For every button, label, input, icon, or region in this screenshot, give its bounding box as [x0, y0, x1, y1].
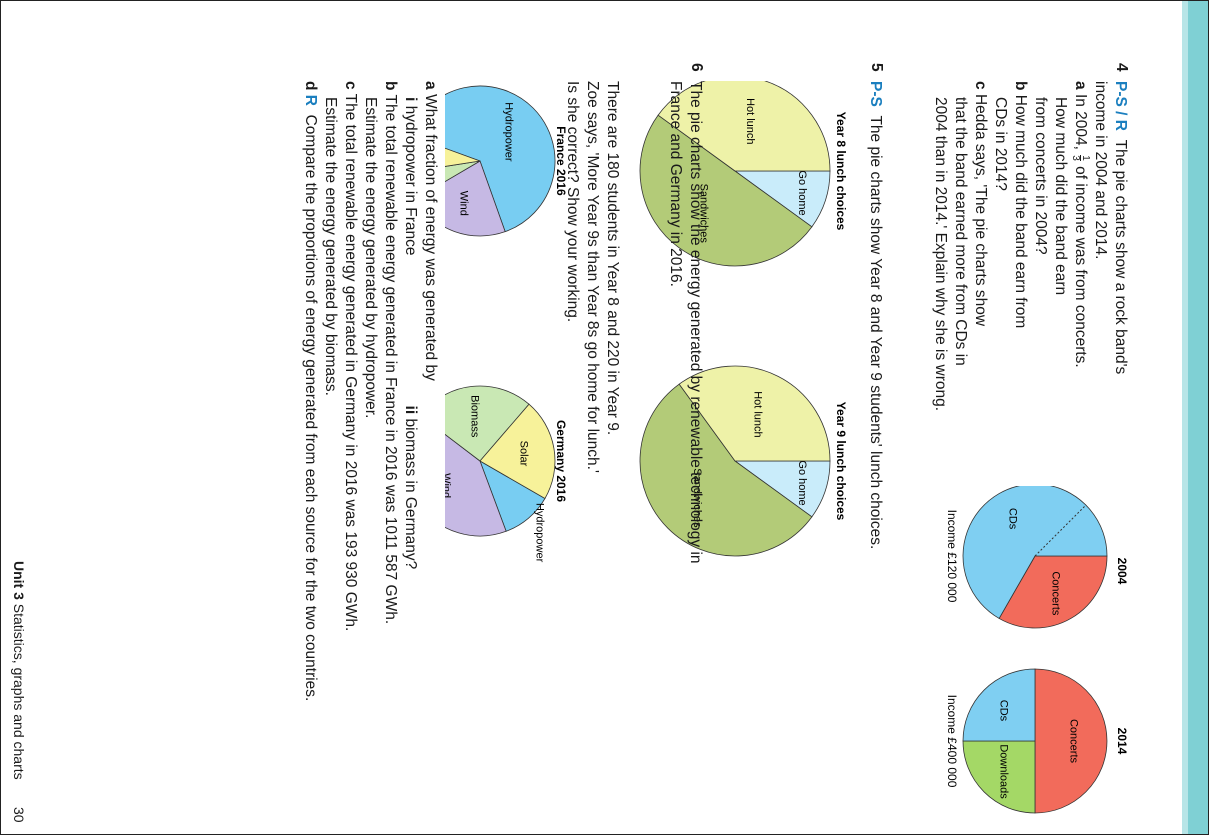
lunch-choice-charts: Year 8 lunch choices Year 9 lunch choice… [630, 81, 855, 661]
unit-number: Unit 3 [11, 561, 27, 600]
q4-intro-line1: P-S / R The pie charts show a rock band'… [1110, 81, 1130, 481]
q6a-label: a [422, 81, 439, 90]
q4c-label: c [972, 81, 989, 90]
q6c-line1: c The total renewable energy generated i… [340, 81, 360, 821]
fraction-denominator: 3 [1071, 155, 1080, 161]
pie-label-downloads: Downloads [997, 744, 1009, 799]
q4b-line2: CDs in 2014? [990, 81, 1010, 481]
q6c-label: c [342, 81, 359, 90]
q6a-i-text: hydropower in France [402, 106, 419, 256]
top-color-strip-light [1182, 1, 1188, 835]
q4-tag: P-S / R [1112, 81, 1129, 131]
q6b-label: b [382, 81, 399, 90]
unit-title: Unit 3 Statistics, graphs and charts [11, 561, 27, 780]
france-chart-title: France 2016 [554, 126, 568, 196]
question-5-number: 5 [867, 63, 885, 72]
q6b-line2: Estimate the energy generated by hydropo… [360, 81, 380, 821]
top-color-strip [1188, 1, 1209, 835]
q6a-text: What fraction of energy was generated by [422, 94, 439, 381]
q4b-line1: b How much did the band earn from [1010, 81, 1030, 481]
q4c-line2: that the band earned more from CDs in [950, 81, 970, 481]
pie-label-go-home: Go home [796, 460, 808, 505]
pie-label-concerts: Concerts [1050, 571, 1062, 616]
q5-tag: P-S [867, 81, 884, 107]
q6a-subparts: i hydropower in France ii biomass in Germ… [400, 81, 420, 821]
q4b-label: b [1012, 81, 1029, 90]
year9-chart-title: Year 9 lunch choices [834, 402, 848, 521]
q4c-text1: Hedda says, 'The pie charts show [972, 94, 989, 326]
pie-label-hot-lunch: Hot lunch [752, 391, 764, 437]
q6c-line2: Estimate the energy generated by biomass… [320, 81, 340, 821]
q4a-line2: How much did the band earn [1050, 81, 1070, 481]
fraction-numerator: 1 [1080, 155, 1090, 161]
question-6-intro: The pie charts show the energy generated… [665, 81, 705, 801]
q6a-ii-text: biomass in Germany? [402, 418, 419, 569]
question-6-parts: a What fraction of energy was generated … [300, 81, 440, 821]
q4a-line3: from concerts in 2004? [1030, 81, 1050, 481]
q4c-line3: 2004 than in 2014.' Explain why she is w… [930, 81, 950, 481]
page-number: 30 [11, 807, 27, 823]
q6d-label: d [302, 81, 319, 90]
pie-label-go-home: Go home [796, 170, 808, 215]
pie-label-biomass: Biomass [468, 395, 480, 438]
q6d-line: d R Compare the proportions of energy ge… [300, 81, 320, 821]
renewable-energy-charts: France 2016 Germany 2016 Hydropower Wind B… [445, 81, 655, 801]
pie-2014: Concerts Downloads CDs [963, 669, 1107, 813]
pie-label-solar: Solar [517, 441, 529, 467]
pie-label-concerts: Concerts [1068, 719, 1080, 764]
q6d-text: Compare the proportions of energy genera… [302, 115, 319, 702]
chart-2014-income: Income £400 000 [945, 695, 959, 788]
q6-intro-line2: France and Germany in 2016. [665, 81, 685, 801]
q6b-line1: b The total renewable energy generated i… [380, 81, 400, 821]
q6a-ii-label: ii [402, 406, 419, 415]
pie-label-cds: CDs [1006, 508, 1018, 530]
q5-intro: The pie charts show Year 8 and Year 9 st… [867, 115, 884, 549]
q6c-text1: The total renewable energy generated in … [342, 94, 359, 632]
q4a-label: a [1072, 81, 1089, 90]
q6a-line: a What fraction of energy was generated … [420, 81, 440, 821]
question-4-number: 4 [1112, 63, 1130, 72]
q6-intro-line1: The pie charts show the energy generated… [685, 81, 705, 801]
q4a-pre: In 2004, [1072, 94, 1089, 150]
q4-intro-line2: income in 2004 and 2014. [1090, 81, 1110, 481]
q4-intro-text1: The pie charts show a rock band's [1112, 140, 1129, 375]
q4c-line1: c Hedda says, 'The pie charts show [970, 81, 990, 481]
pie-label-cds: CDs [997, 700, 1009, 722]
question-6-number: 6 [687, 63, 705, 72]
year8-chart-title: Year 8 lunch choices [834, 112, 848, 231]
chart-2014-title: 2014 [1115, 728, 1129, 755]
pie-germany-2016: Hydropower Wind Biomass Solar [445, 386, 555, 563]
question-5-text: P-S The pie charts show Year 8 and Year … [865, 81, 885, 801]
q4b-text1: How much did the band earn from [1012, 95, 1029, 328]
q6b-text1: The total renewable energy generated in … [382, 95, 399, 625]
pie-label-hydropower: Hydropower [502, 102, 514, 162]
pie-label-hot-lunch: Hot lunch [744, 98, 756, 144]
chart-2004-title: 2004 [1115, 558, 1129, 585]
q6d-tag: R [302, 95, 319, 106]
germany-chart-title: Germany 2016 [554, 420, 568, 502]
pie-2004: Concerts CDs [963, 486, 1107, 628]
pie-label-wind: Wind [458, 191, 470, 216]
q6a-i-label: i [402, 97, 419, 101]
question-4-text: P-S / R The pie charts show a rock band'… [930, 81, 1130, 481]
unit-name: Statistics, graphs and charts [11, 604, 27, 780]
pie-label-wind: Wind [445, 473, 452, 498]
chart-2004-income: Income £120 000 [945, 510, 959, 603]
q4a-post: of income was from concerts. [1072, 166, 1089, 368]
pie-label-hydropower: Hydropower [534, 503, 546, 563]
